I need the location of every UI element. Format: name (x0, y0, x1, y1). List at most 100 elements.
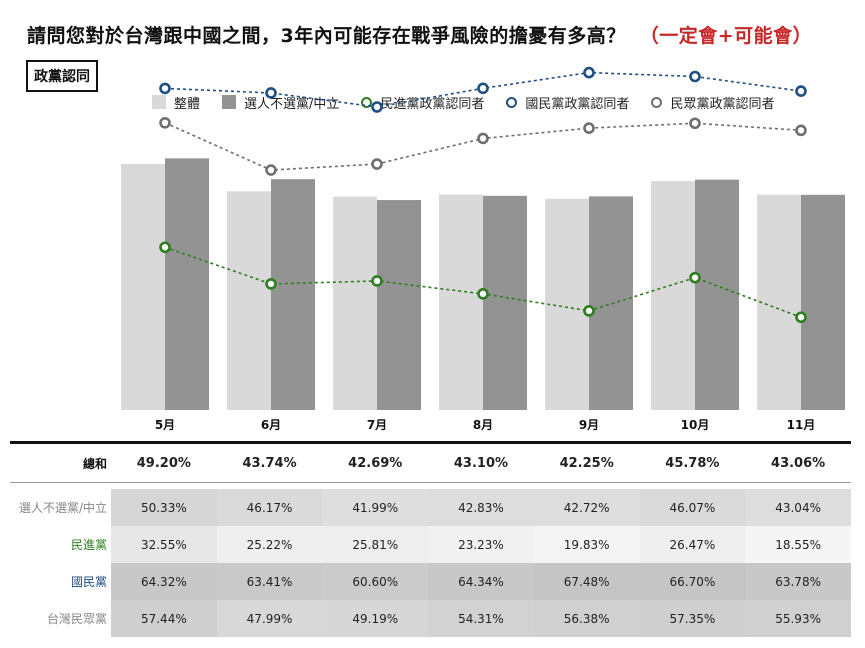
table-cell: 26.47% (639, 526, 746, 563)
series-point (795, 85, 807, 97)
title-main: 請問您對於台灣跟中國之間，3年內可能存在戰爭風險的擔憂有多高？ (27, 25, 626, 47)
table-cell: 23.23% (428, 526, 534, 563)
table-cell: 43.10% (428, 445, 534, 481)
series-point (477, 132, 489, 145)
table-cell: 66.70% (639, 563, 746, 600)
series-point (265, 278, 277, 290)
table-cell: 49.20% (111, 445, 217, 481)
chart-plot: 5月 6月 7月 8月 9月 10月 11月 (121, 66, 845, 432)
table-top-rule (10, 441, 851, 444)
bar-independent (695, 179, 739, 410)
series-point (159, 241, 171, 254)
series-point (583, 122, 595, 134)
series-point (159, 117, 171, 129)
table-cell: 49.19% (322, 600, 429, 637)
chart-legend: 整體 選人不選黨/中立 民進黨政黨認同者 國民黨政黨認同者 民眾黨政黨認同者 (152, 92, 796, 112)
legend-swatch (222, 95, 237, 109)
legend-marker-icon (361, 96, 373, 108)
table-cell: 42.83% (428, 489, 534, 526)
series-point (583, 305, 595, 317)
x-tick-label: 6月 (261, 418, 281, 432)
bar-overall (333, 196, 377, 410)
legend-label: 民眾黨政黨認同者 (670, 96, 775, 112)
legend-marker-icon (506, 96, 518, 108)
bar-overall (227, 191, 271, 410)
table-cell: 42.25% (533, 445, 640, 481)
bar-independent (165, 158, 209, 410)
table-cell: 54.31% (428, 600, 534, 637)
series-point (583, 66, 595, 79)
table-cell: 50.33% (111, 489, 217, 526)
table-mid-rule (10, 482, 851, 483)
table-cell: 42.69% (322, 445, 429, 481)
row-label: 民進黨 (70, 538, 107, 552)
table-cell: 63.78% (745, 563, 851, 600)
row-label: 選人不選黨/中立 (18, 501, 107, 515)
table-cell: 56.38% (533, 600, 640, 637)
x-tick-label: 7月 (367, 418, 387, 432)
bar-independent (271, 179, 315, 410)
table-cell: 63.41% (216, 563, 323, 600)
table-cell: 47.99% (216, 600, 323, 637)
total-table: 總和 49.20% 43.74% 42.69% 43.10% 42.25% 45.78% 43… (10, 445, 851, 481)
table-cell: 43.04% (745, 489, 851, 526)
breakdown-table: 選人不選黨/中立 50.33% 46.17% 41.99% 42.83% 42.72% 46… (10, 489, 851, 637)
bar-independent (483, 195, 527, 410)
table-cell: 64.34% (428, 563, 534, 600)
table-cell: 67.48% (533, 563, 640, 600)
bar-independent (589, 196, 633, 410)
series-point (371, 158, 383, 170)
table-row: 選人不選黨/中立 50.33% 46.17% 41.99% 42.83% 42.72% 46… (10, 489, 851, 526)
series-point (265, 164, 277, 176)
x-tick-label: 8月 (473, 418, 493, 432)
x-tick-label: 10月 (681, 418, 710, 432)
row-label: 總和 (10, 445, 111, 481)
bar-overall (651, 181, 695, 410)
series-point (795, 124, 807, 137)
table-cell: 45.78% (639, 445, 746, 481)
legend-item: 國民黨政黨認同者 (506, 93, 629, 112)
series-point (371, 275, 383, 287)
legend-swatch (152, 95, 166, 109)
legend-label: 國民黨政黨認同者 (525, 96, 630, 112)
table-cell: 43.06% (745, 445, 851, 481)
bar-overall (545, 198, 589, 410)
table-cell: 25.22% (216, 526, 323, 563)
legend-marker-icon (651, 96, 663, 108)
bar-independent (801, 194, 845, 410)
series-point (159, 82, 171, 95)
table-cell: 32.55% (111, 526, 217, 563)
table-cell: 41.99% (322, 489, 429, 526)
title-accent: （一定會+可能會） (639, 25, 813, 47)
row-label: 國民黨 (70, 575, 107, 589)
table-cell: 46.17% (216, 489, 323, 526)
series-point (477, 82, 489, 95)
table-cell: 60.60% (322, 563, 429, 600)
series-line (164, 122, 802, 171)
table-cell: 42.72% (533, 489, 640, 526)
series-point (477, 288, 489, 300)
table-cell: 57.35% (639, 600, 746, 637)
legend-item: 整體 (152, 93, 200, 112)
bar-independent (377, 200, 421, 410)
series-point (795, 311, 807, 324)
table-cell: 19.83% (533, 526, 640, 563)
x-tick-label: 5月 (155, 418, 175, 432)
x-tick-label: 11月 (787, 418, 816, 432)
table-cell: 57.44% (111, 600, 217, 637)
legend-label: 民進黨政黨認同者 (380, 96, 485, 112)
series-point (689, 70, 701, 83)
series-point (689, 117, 701, 130)
total-row: 總和 49.20% 43.74% 42.69% 43.10% 42.25% 45.78% 43… (10, 445, 851, 481)
x-tick-label: 9月 (579, 418, 599, 432)
table-cell: 18.55% (745, 526, 851, 563)
series-point (371, 101, 383, 113)
bar-overall (757, 194, 801, 410)
bar-overall (121, 164, 165, 410)
legend-item: 民眾黨政黨認同者 (651, 93, 774, 112)
legend-item: 民進黨政黨認同者 (361, 93, 484, 112)
series-point (689, 271, 701, 284)
series-point (265, 87, 277, 99)
table-row: 國民黨 64.32% 63.41% 60.60% 64.34% 67.48% 66.70% 6… (10, 563, 851, 600)
table-cell: 43.74% (216, 445, 323, 481)
